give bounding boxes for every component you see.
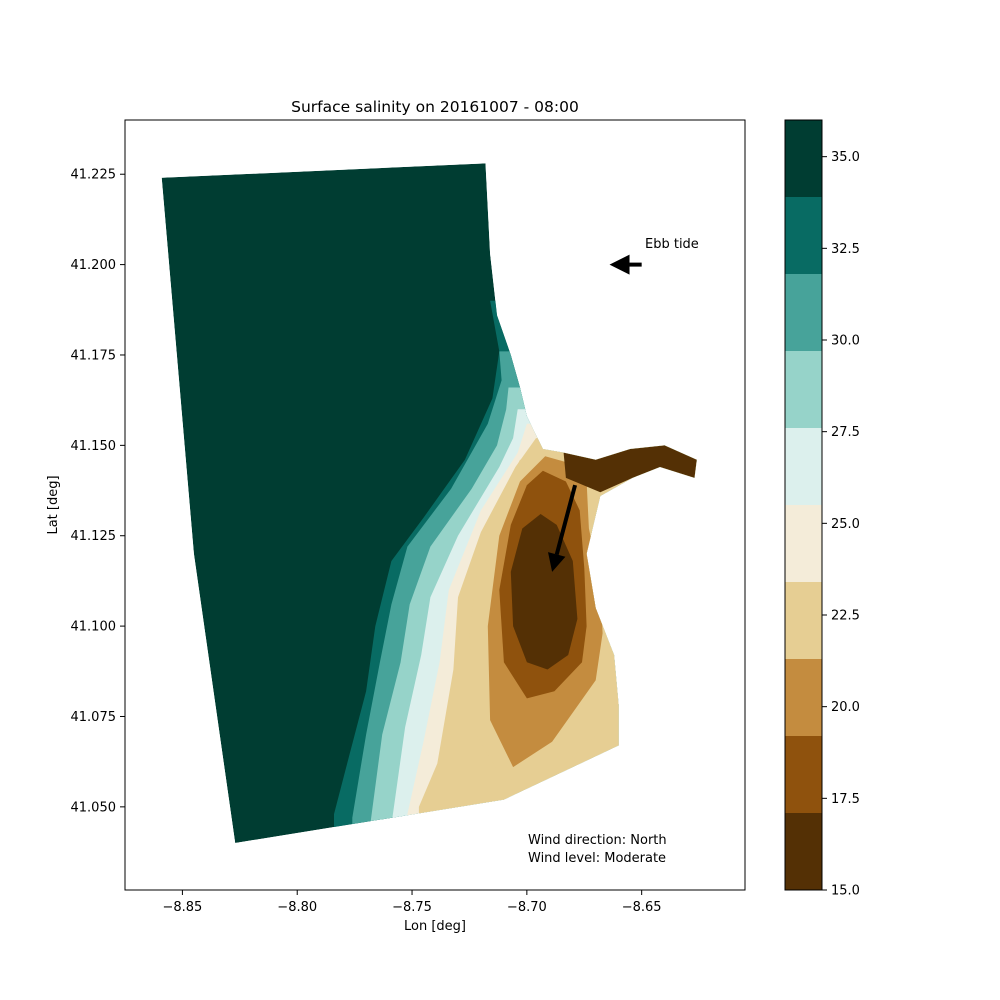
wind-level-annotation: Wind level: Moderate xyxy=(528,851,666,866)
tide-annotation: Ebb tide xyxy=(645,237,699,252)
x-tick-label: −8.80 xyxy=(277,900,317,915)
y-tick-label: 41.100 xyxy=(71,620,117,635)
plume-band-4 xyxy=(510,514,578,670)
colorbar: 15.0 17.5 20.0 22.5 25.0 27.5 30.0 32.5 35.0 xyxy=(784,119,860,899)
plume-band-5 xyxy=(563,445,697,493)
colorbar-segment xyxy=(785,120,822,197)
y-tick-label: 41.050 xyxy=(71,800,117,815)
colorbar-segment xyxy=(785,813,822,890)
y-tick-label: 41.225 xyxy=(71,168,117,183)
colorbar-tick-label: 30.0 xyxy=(831,334,860,349)
colorbar-segment xyxy=(785,659,822,736)
colorbar-segment xyxy=(785,197,822,274)
colorbar-tick-label: 35.0 xyxy=(831,150,860,165)
colorbar-tick-label: 22.5 xyxy=(831,609,860,624)
colorbar-tick-label: 17.5 xyxy=(831,792,860,807)
wind-arrow xyxy=(548,484,578,572)
colorbar-segment xyxy=(785,582,822,659)
x-tick-label: −8.65 xyxy=(622,900,662,915)
tide-arrow xyxy=(609,254,642,275)
y-axis: 41.050 41.075 41.100 41.125 41.150 41.175 41.2… xyxy=(71,168,125,815)
colorbar-segment xyxy=(785,736,822,813)
y-axis-label: Lat [deg] xyxy=(46,475,61,534)
colorbar-segment xyxy=(785,274,822,351)
colorbar-tick-label: 20.0 xyxy=(831,700,860,715)
y-tick-label: 41.125 xyxy=(71,529,117,544)
y-tick-label: 41.075 xyxy=(71,710,117,725)
plot-frame xyxy=(124,119,746,891)
colorbar-tick-label: 27.5 xyxy=(831,425,860,440)
colorbar-tick-label: 15.0 xyxy=(831,884,860,899)
colorbar-segment xyxy=(785,351,822,428)
x-axis: −8.85 −8.80 −8.75 −8.70 −8.65 xyxy=(162,890,662,915)
x-axis-label: Lon [deg] xyxy=(404,919,466,934)
colorbar-segment xyxy=(785,505,822,582)
wind-direction-annotation: Wind direction: North xyxy=(528,833,667,848)
colorbar-segment xyxy=(785,428,822,505)
arrow-layer xyxy=(548,254,642,572)
y-tick-label: 41.200 xyxy=(71,258,117,273)
x-tick-label: −8.75 xyxy=(392,900,432,915)
colorbar-frame xyxy=(784,119,823,891)
chart-title: Surface salinity on 20161007 - 08:00 xyxy=(291,98,579,116)
colorbar-tick-label: 32.5 xyxy=(831,242,860,257)
colorbar-tick-label: 25.0 xyxy=(831,517,860,532)
x-tick-label: −8.70 xyxy=(507,900,547,915)
x-tick-label: −8.85 xyxy=(162,900,202,915)
y-tick-label: 41.175 xyxy=(71,348,117,363)
y-tick-label: 41.150 xyxy=(71,439,117,454)
plot-area xyxy=(125,120,745,890)
